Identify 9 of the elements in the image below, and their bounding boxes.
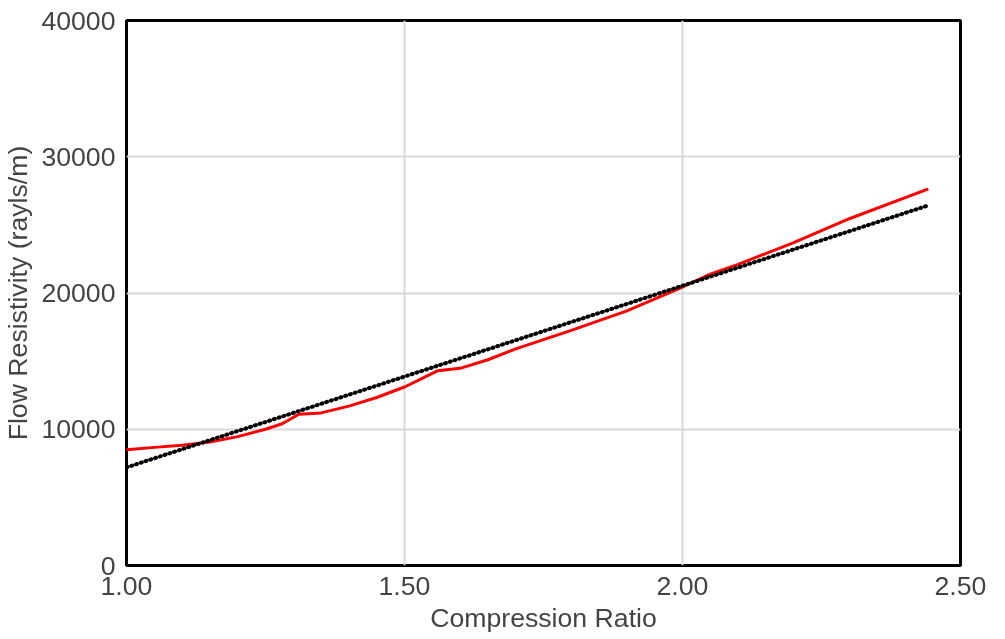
x-axis-title: Compression Ratio	[430, 602, 657, 633]
y-tick-label: 30000	[41, 141, 116, 172]
y-axis-title: Flow Resistivity (rayls/m)	[3, 145, 34, 441]
y-tick-label: 20000	[41, 278, 116, 308]
x-tick-label: 2.50	[934, 570, 987, 601]
x-tick-label: 2.00	[656, 570, 709, 601]
y-tick-label: 10000	[41, 414, 116, 445]
y-tick-label: 40000	[41, 5, 116, 36]
x-tick-label: 1.50	[378, 570, 431, 601]
